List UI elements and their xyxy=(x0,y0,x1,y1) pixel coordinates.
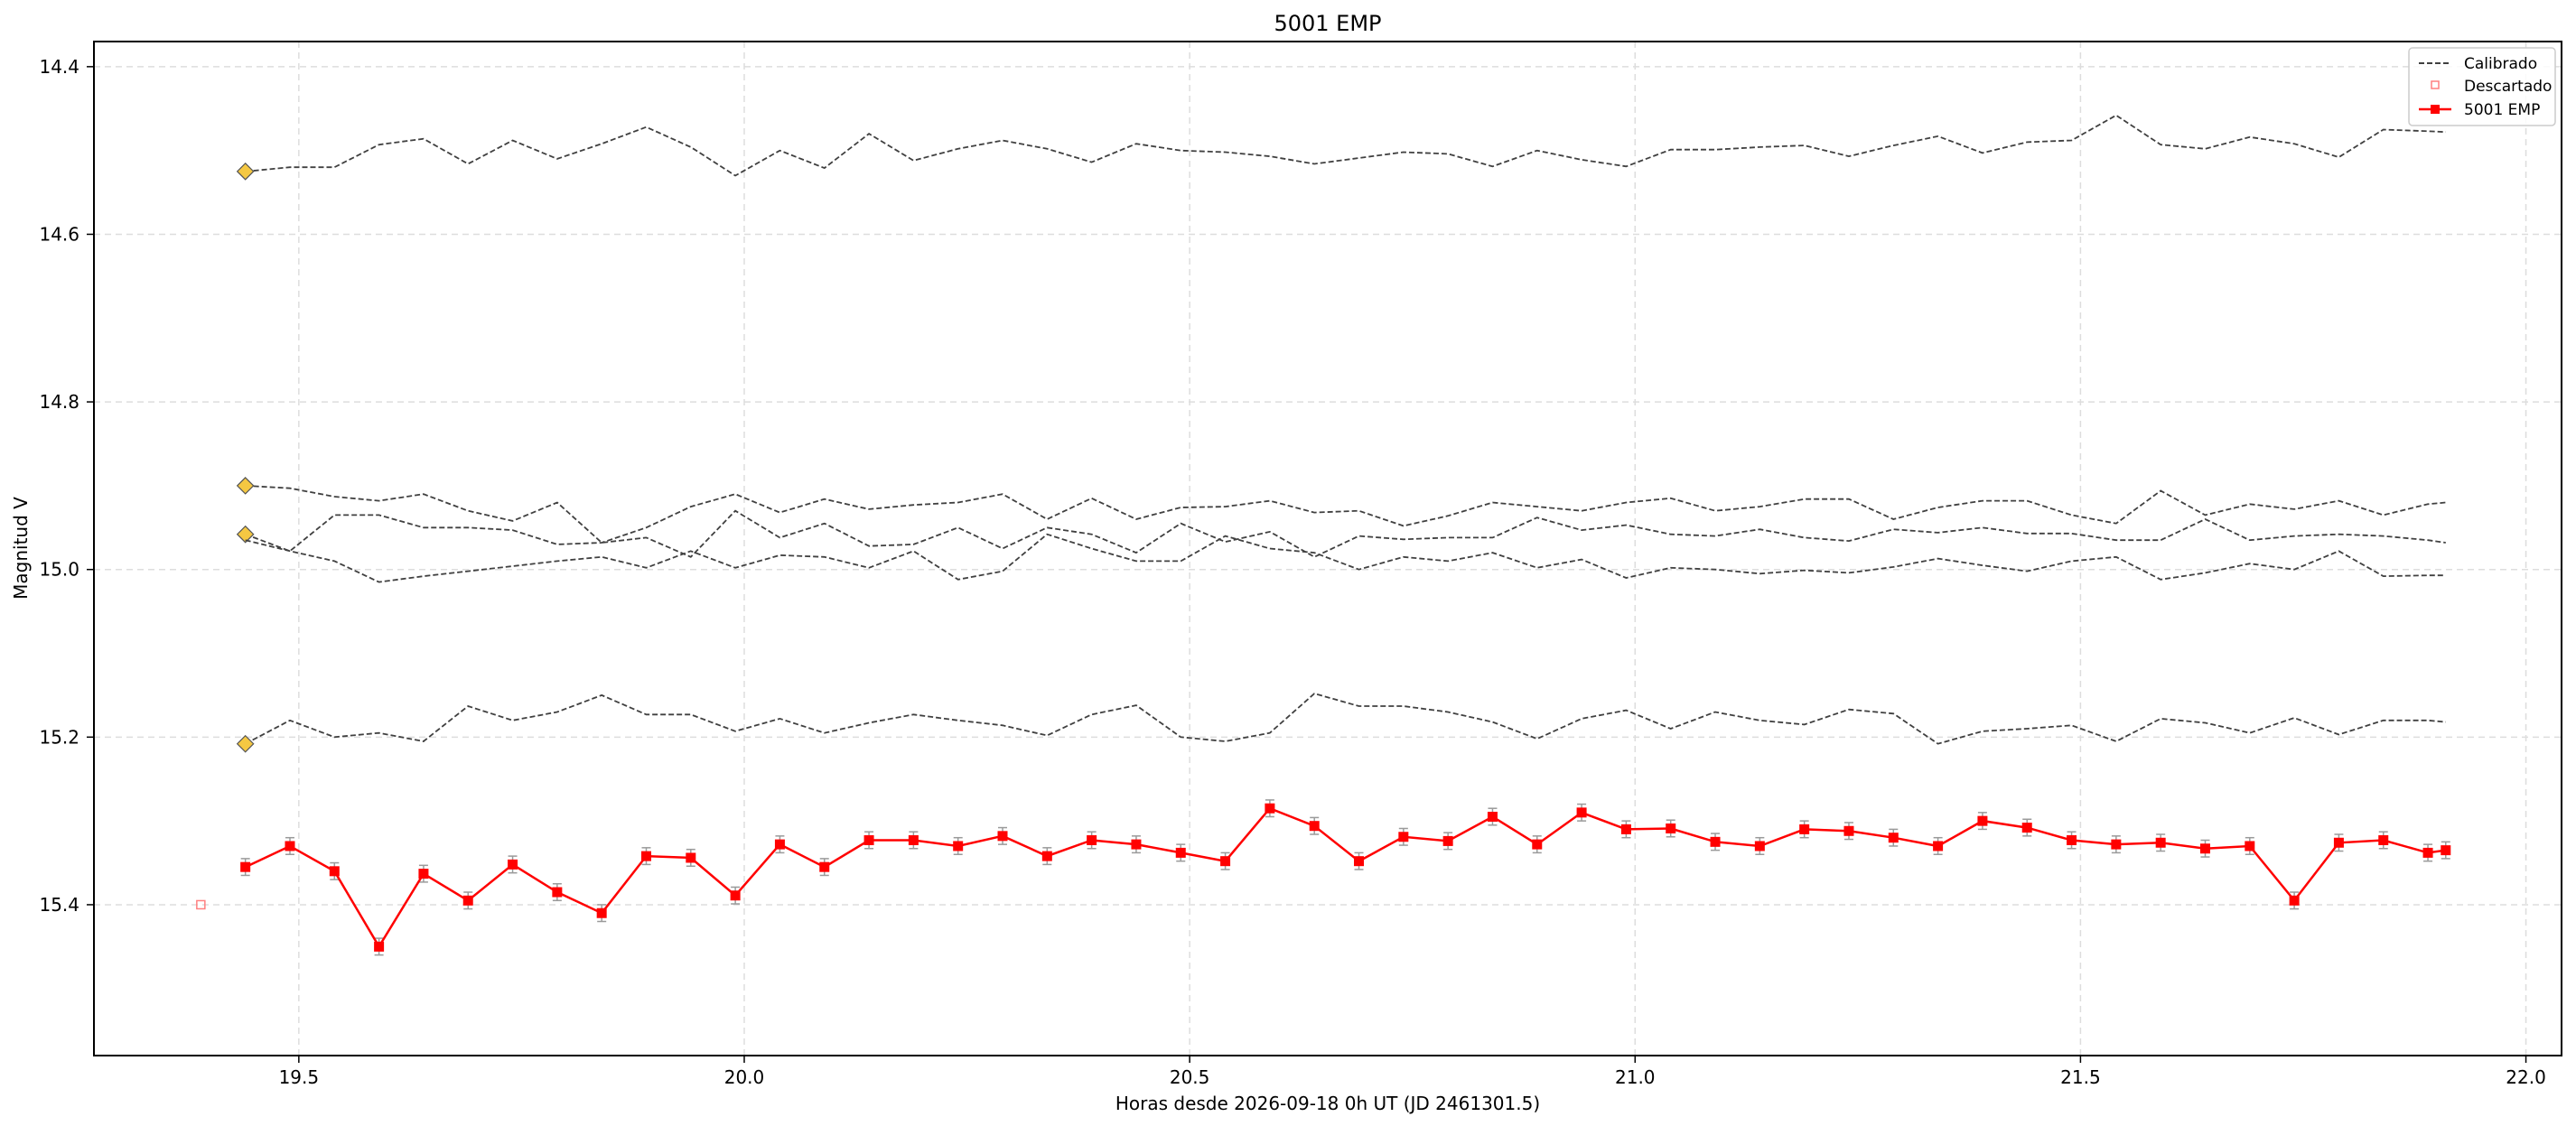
target-point xyxy=(1532,839,1543,850)
plot-frame xyxy=(93,41,2562,1056)
target-point xyxy=(730,890,741,901)
target-point xyxy=(1888,833,1899,843)
chart-title: 5001 EMP xyxy=(1274,11,1381,36)
target-point xyxy=(1754,841,1765,851)
target-point xyxy=(240,861,251,872)
target-point xyxy=(1666,823,1676,833)
comparison-star-marker xyxy=(236,477,255,495)
comparison-star-marker xyxy=(236,163,255,181)
target-point xyxy=(285,841,295,851)
x-tick-label: 20.5 xyxy=(1170,1066,1210,1088)
calibrated-line xyxy=(245,485,2446,558)
legend-discarded-swatch xyxy=(2431,80,2440,89)
y-tick-label: 14.4 xyxy=(39,56,79,78)
x-tick-label: 21.5 xyxy=(2060,1066,2101,1088)
y-axis-ticks: 14.4 14.6 14.8 15.0 15.2 15.4 xyxy=(39,56,94,916)
x-tick-label: 19.5 xyxy=(279,1066,320,1088)
target-point xyxy=(1799,824,1810,834)
target-point xyxy=(997,831,1008,842)
calibrated-line xyxy=(245,489,2446,553)
y-tick-label: 15.4 xyxy=(39,894,79,916)
x-axis-label: Horas desde 2026-09-18 0h UT (JD 2461301… xyxy=(1115,1093,1540,1114)
legend-calibrated-label: Calibrado xyxy=(2464,55,2537,73)
target-point xyxy=(1041,851,1052,861)
target-point xyxy=(640,851,651,861)
target-point xyxy=(1220,856,1231,867)
target-point xyxy=(908,834,919,845)
target-point xyxy=(1710,836,1721,847)
target-point xyxy=(1843,825,1854,836)
target-point xyxy=(953,841,964,851)
target-series-group xyxy=(240,799,2451,956)
target-point xyxy=(1933,841,1944,851)
target-point xyxy=(1398,832,1409,842)
x-tick-label: 21.0 xyxy=(1615,1066,1656,1088)
calibrated-series-group xyxy=(236,114,2446,753)
target-point xyxy=(508,859,518,870)
comparison-star-marker xyxy=(236,734,255,753)
target-point xyxy=(2111,839,2122,850)
target-point xyxy=(596,907,607,918)
target-point xyxy=(2378,834,2389,845)
target-point xyxy=(863,834,874,845)
target-point xyxy=(2199,843,2210,854)
target-point xyxy=(1354,856,1365,867)
target-point xyxy=(2021,823,2032,833)
target-point xyxy=(2441,845,2451,856)
discarded-point xyxy=(196,899,206,910)
target-point xyxy=(1442,835,1453,846)
target-point xyxy=(686,852,696,863)
target-point xyxy=(1977,815,1988,826)
target-point xyxy=(329,866,340,877)
target-point xyxy=(374,941,385,952)
target-point xyxy=(1576,807,1587,818)
target-point xyxy=(1175,847,1186,858)
target-point xyxy=(2155,837,2166,848)
x-tick-label: 22.0 xyxy=(2506,1066,2546,1088)
target-point xyxy=(2422,847,2433,858)
target-point xyxy=(1620,824,1631,834)
legend-target-marker-swatch xyxy=(2431,105,2440,114)
target-point xyxy=(1131,839,1142,850)
calibrated-line xyxy=(245,533,2446,583)
target-point xyxy=(2289,895,2300,906)
target-point xyxy=(2067,834,2077,845)
y-tick-label: 14.6 xyxy=(39,223,79,245)
target-point xyxy=(774,839,785,850)
target-point xyxy=(1265,803,1275,814)
legend-target-label: 5001 EMP xyxy=(2464,101,2540,119)
legend: Calibrado Descartado 5001 EMP xyxy=(2408,47,2556,126)
target-point xyxy=(552,887,563,898)
legend-box xyxy=(2408,47,2556,126)
discarded-points-group xyxy=(196,899,206,910)
y-tick-label: 15.0 xyxy=(39,559,79,581)
y-tick-label: 14.8 xyxy=(39,391,79,413)
calibrated-line xyxy=(245,693,2446,745)
target-point xyxy=(1087,834,1097,845)
target-point xyxy=(1309,821,1320,832)
legend-discarded-label: Descartado xyxy=(2464,78,2552,96)
target-point xyxy=(2333,837,2344,848)
target-point xyxy=(1487,811,1498,822)
y-tick-label: 15.2 xyxy=(39,726,79,748)
x-axis-ticks: 19.5 20.0 20.5 21.0 21.5 22.0 xyxy=(279,1056,2546,1088)
comparison-star-marker xyxy=(236,525,255,544)
target-point xyxy=(2245,841,2255,851)
target-point xyxy=(819,861,830,872)
y-axis-label: Magnitud V xyxy=(10,497,32,600)
target-point xyxy=(418,869,429,879)
target-point xyxy=(462,895,473,906)
x-tick-label: 20.0 xyxy=(724,1066,765,1088)
